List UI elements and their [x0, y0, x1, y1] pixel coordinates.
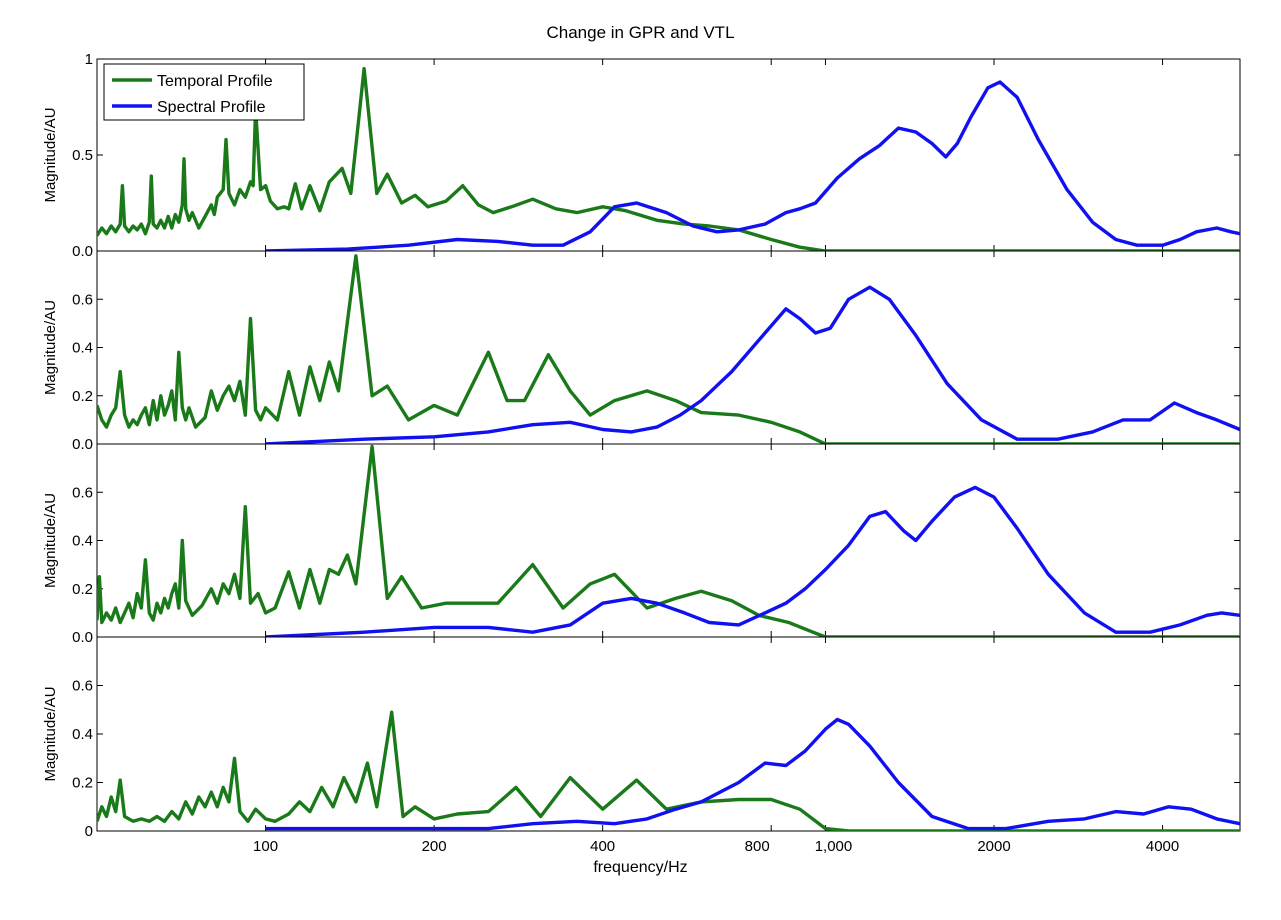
y-axis-label: Magnitude/AU [42, 300, 59, 395]
x-tick-label: 800 [745, 838, 770, 855]
axes-box [96, 250, 1241, 445]
y-tick-label: 0.0 [72, 436, 93, 453]
y-tick-label: 0.5 [72, 147, 93, 164]
panel-1: 0.0 0.5 1 Magnitude/AU [42, 51, 1241, 260]
y-axis-label: Magnitude/AU [42, 107, 59, 202]
figure-title: Change in GPR and VTL [546, 23, 735, 42]
panel-4: 0 0.2 0.4 0.6 100 200 400 800 1,000 2000 4000 Magni… [42, 636, 1241, 855]
spectral-profile-line [265, 80, 1240, 251]
y-tick-label: 0.2 [72, 388, 93, 405]
y-axis-label: Magnitude/AU [42, 686, 59, 781]
x-tick-label: 400 [590, 838, 615, 855]
temporal-profile-line [97, 66, 1240, 251]
y-tick-label: 0 [85, 823, 93, 840]
spectral-profile-line [265, 485, 1240, 637]
legend-box [103, 63, 305, 121]
y-tick-label: 0.2 [72, 581, 93, 598]
legend-label: Spectral Profile [157, 99, 266, 116]
temporal-profile-line [97, 254, 1240, 444]
panel-3: 0.0 0.2 0.4 0.6 Magnitude/AU [42, 443, 1241, 646]
x-tick-label: 200 [422, 838, 447, 855]
y-tick-label: 0.6 [72, 484, 93, 501]
legend-label: Temporal Profile [157, 73, 273, 90]
y-tick-label: 0.0 [72, 243, 93, 260]
temporal-profile-line [97, 444, 1240, 637]
spectral-profile-line [265, 285, 1240, 444]
x-tick-label: 4000 [1146, 838, 1179, 855]
legend: Temporal Profile Spectral Profile [103, 63, 305, 121]
y-tick-label: 0.6 [72, 291, 93, 308]
y-tick-label: 0.4 [72, 533, 93, 550]
y-tick-label: 0.0 [72, 629, 93, 646]
x-tick-label: 1,000 [815, 838, 853, 855]
axes-box [96, 636, 1241, 832]
x-axis-label: frequency/Hz [593, 859, 688, 876]
y-axis-label: Magnitude/AU [42, 493, 59, 588]
y-tick-label: 0.2 [72, 775, 93, 792]
y-tick-label: 0.6 [72, 678, 93, 695]
spectral-profile-line [265, 717, 1240, 831]
temporal-profile-line [97, 710, 1240, 831]
x-tick-label: 100 [253, 838, 278, 855]
y-tick-label: 1 [85, 51, 93, 68]
y-tick-label: 0.4 [72, 340, 93, 357]
panel-2: 0.0 0.2 0.4 0.6 Magnitude/AU [42, 250, 1241, 453]
y-tick-label: 0.4 [72, 726, 93, 743]
x-tick-label: 2000 [977, 838, 1010, 855]
